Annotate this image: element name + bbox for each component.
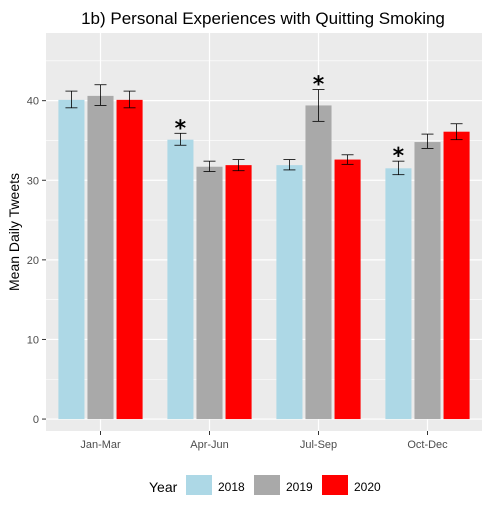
- x-tick-label: Jul-Sep: [300, 439, 337, 451]
- x-tick-label: Oct-Dec: [407, 439, 448, 451]
- legend-key: [322, 475, 348, 495]
- error-bar-2019-Jul-Sep: [312, 89, 325, 122]
- error-bar-2020-Apr-Jun: [232, 159, 245, 172]
- bar-2019-Jul-Sep: [305, 105, 332, 420]
- error-bar-2019-Apr-Jun: [203, 160, 216, 172]
- bar-2020-Apr-Jun: [225, 165, 252, 420]
- legend-label: 2020: [354, 480, 381, 494]
- chart-title: 1b) Personal Experiences with Quitting S…: [81, 9, 445, 28]
- annotations: * * *: [175, 73, 405, 170]
- y-tick-label: 40: [27, 96, 39, 108]
- bar-2018-Oct-Dec: [385, 168, 412, 420]
- legend-label: 2018: [218, 480, 245, 494]
- legend-item-2019: 2019: [254, 475, 313, 495]
- error-bar-2020-Jul-Sep: [341, 154, 354, 165]
- error-bars: [65, 84, 463, 176]
- bars: [58, 95, 470, 420]
- error-bar-2019-Jan-Mar: [94, 84, 107, 106]
- error-bar-2018-Oct-Dec: [392, 160, 405, 176]
- bar-2018-Jul-Sep: [276, 165, 303, 420]
- y-tick-label: 30: [27, 175, 39, 187]
- y-tick-label: 0: [33, 414, 39, 426]
- bar-2019-Apr-Jun: [196, 166, 223, 420]
- legend-label: 2019: [286, 480, 313, 494]
- error-bar-2020-Oct-Dec: [450, 123, 463, 141]
- bar-2019-Jan-Mar: [87, 95, 114, 420]
- error-bar-2018-Jul-Sep: [283, 159, 296, 171]
- x-tick-label: Jan-Mar: [80, 439, 121, 451]
- legend-key: [186, 475, 212, 495]
- y-tick-label: 20: [27, 255, 39, 267]
- error-bar-2019-Oct-Dec: [421, 133, 434, 149]
- legend-item-2018: 2018: [186, 475, 245, 495]
- legend: Year 2018 2019 2020: [149, 475, 381, 495]
- bar-2020-Oct-Dec: [443, 131, 470, 420]
- error-bar-2018-Apr-Jun: [174, 132, 187, 146]
- bar-2020-Jan-Mar: [116, 99, 143, 420]
- bar-2018-Jan-Mar: [58, 99, 85, 420]
- error-bar-2020-Jan-Mar: [123, 90, 136, 109]
- x-axis: Jan-Mar Apr-Jun Jul-Sep Oct-Dec: [80, 431, 448, 451]
- error-bar-2018-Jan-Mar: [65, 90, 78, 109]
- legend-title: Year: [149, 479, 178, 495]
- bar-2020-Jul-Sep: [334, 159, 361, 420]
- significance-star: *: [175, 116, 187, 141]
- y-tick-label: 10: [27, 334, 39, 346]
- significance-star: *: [393, 144, 405, 169]
- x-tick-label: Apr-Jun: [190, 439, 229, 451]
- bar-2019-Oct-Dec: [414, 142, 441, 420]
- legend-key: [254, 475, 280, 495]
- significance-star: *: [313, 73, 325, 98]
- legend-item-2020: 2020: [322, 475, 381, 495]
- y-axis-title: Mean Daily Tweets: [6, 173, 22, 291]
- bar-2018-Apr-Jun: [167, 139, 194, 420]
- y-axis: 0 10 20 30 40: [27, 96, 46, 426]
